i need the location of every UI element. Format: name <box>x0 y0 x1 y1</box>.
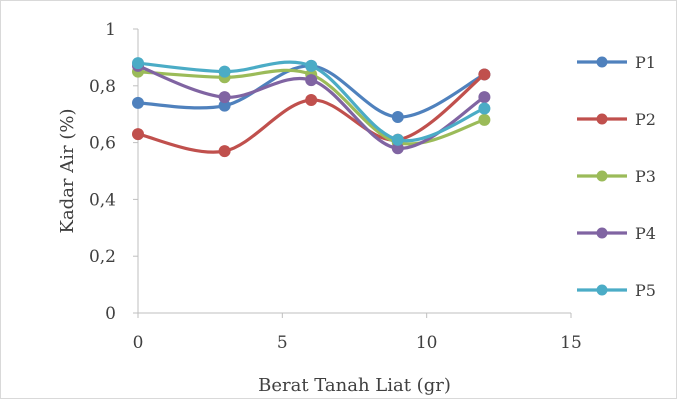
legend-item-p4: P4 <box>577 224 656 243</box>
legend-label: P2 <box>635 110 656 129</box>
y-tick-label: 0,2 <box>89 247 116 267</box>
legend-item-p5: P5 <box>577 281 656 300</box>
data-point-p5 <box>478 102 491 115</box>
y-tick-label: 0,6 <box>89 134 116 154</box>
x-tick-label: 0 <box>133 333 144 353</box>
y-axis-title: Kadar Air (%) <box>57 109 78 234</box>
series-p5 <box>132 57 491 146</box>
x-tick-label: 15 <box>560 333 582 353</box>
data-point-p4 <box>478 91 491 104</box>
x-tick-label: 10 <box>416 333 438 353</box>
x-axis-title: Berat Tanah Liat (gr) <box>258 375 451 396</box>
data-point-p4 <box>305 74 318 87</box>
data-point-p2 <box>478 68 491 81</box>
data-point-p2 <box>305 94 318 106</box>
y-tick-label: 0,4 <box>89 190 116 210</box>
legend-marker <box>596 56 608 68</box>
x-tick-labels: 0 5 10 15 <box>133 313 582 353</box>
y-tick-label: 0,8 <box>89 77 116 97</box>
y-tick-label: 0 <box>105 304 116 324</box>
series-group <box>132 57 491 158</box>
data-point-p5 <box>132 57 144 70</box>
y-tick-labels: 0 0,2 0,4 0,6 0,8 1 <box>89 20 138 324</box>
legend-item-p3: P3 <box>577 167 656 186</box>
data-point-p5 <box>305 59 318 72</box>
legend-marker <box>596 227 608 239</box>
data-point-p5 <box>218 65 231 78</box>
data-point-p4 <box>391 142 404 155</box>
legend-item-p2: P2 <box>577 110 656 129</box>
data-point-p2 <box>132 128 144 141</box>
legend-label: P1 <box>635 53 656 72</box>
legend-label: P5 <box>635 281 656 300</box>
data-point-p1 <box>218 99 231 112</box>
legend-marker <box>596 170 608 182</box>
data-point-p1 <box>132 96 144 109</box>
data-point-p5 <box>391 133 404 146</box>
legend-marker <box>596 284 608 296</box>
x-tick-label: 5 <box>277 333 288 353</box>
data-point-p4 <box>218 91 231 104</box>
legend-item-p1: P1 <box>577 53 656 72</box>
legend-label: P3 <box>635 167 656 186</box>
legend-marker <box>596 113 608 125</box>
data-point-p1 <box>391 111 404 124</box>
y-tick-label: 1 <box>105 20 116 40</box>
data-point-p2 <box>218 145 231 158</box>
legend: P1 P2 P3 P4 P5 <box>577 53 656 300</box>
data-point-p3 <box>478 113 491 126</box>
legend-label: P4 <box>635 224 656 243</box>
